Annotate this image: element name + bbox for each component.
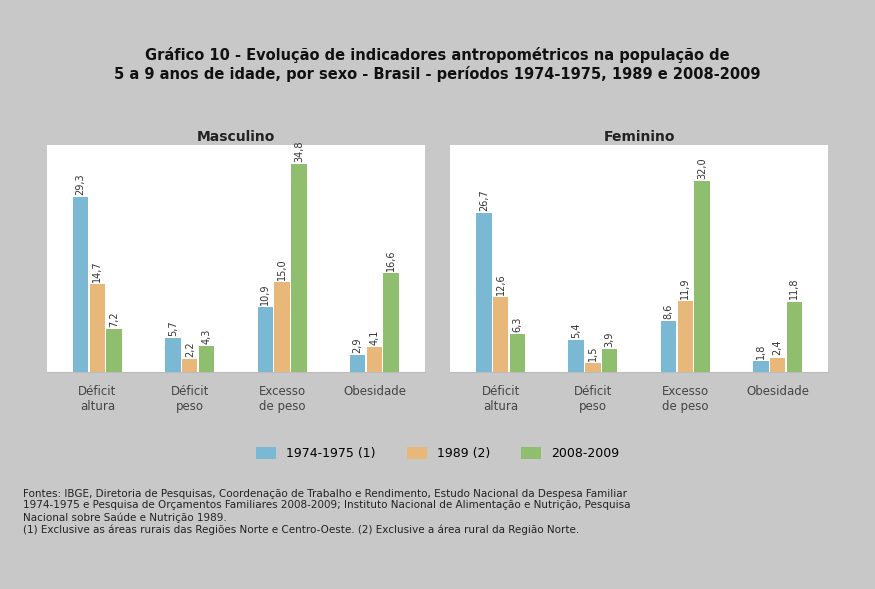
Text: 2,2: 2,2 bbox=[185, 341, 195, 357]
Text: 26,7: 26,7 bbox=[479, 189, 489, 210]
Bar bbox=[770, 358, 785, 372]
Text: 34,8: 34,8 bbox=[294, 141, 304, 162]
Text: Gráfico 10 - Evolução de indicadores antropométricos na população de
5 a 9 anos : Gráfico 10 - Evolução de indicadores ant… bbox=[115, 48, 760, 82]
Text: 6,3: 6,3 bbox=[513, 317, 522, 332]
Bar bbox=[367, 348, 382, 372]
Bar bbox=[509, 335, 525, 372]
Text: 1,5: 1,5 bbox=[588, 345, 598, 361]
Bar bbox=[787, 302, 802, 372]
Text: 7,2: 7,2 bbox=[109, 311, 119, 327]
Text: 3,9: 3,9 bbox=[605, 331, 615, 346]
Bar bbox=[677, 301, 693, 372]
Text: 5,7: 5,7 bbox=[168, 320, 178, 336]
Text: 14,7: 14,7 bbox=[93, 260, 102, 282]
Text: 2,4: 2,4 bbox=[773, 340, 782, 356]
Bar bbox=[275, 283, 290, 372]
Text: 11,8: 11,8 bbox=[789, 278, 800, 299]
Text: 16,6: 16,6 bbox=[386, 249, 396, 271]
Text: 2,9: 2,9 bbox=[353, 337, 362, 352]
Text: 10,9: 10,9 bbox=[260, 283, 270, 305]
Text: 1,8: 1,8 bbox=[756, 344, 766, 359]
Bar bbox=[291, 164, 306, 372]
Bar bbox=[493, 297, 508, 372]
Bar bbox=[257, 307, 273, 372]
Text: Fontes: IBGE, Diretoria de Pesquisas, Coordenação de Trabalho e Rendimento, Estu: Fontes: IBGE, Diretoria de Pesquisas, Co… bbox=[24, 489, 631, 535]
Bar bbox=[165, 338, 181, 372]
Bar bbox=[350, 355, 366, 372]
Text: Masculino: Masculino bbox=[197, 130, 275, 144]
Bar bbox=[199, 346, 214, 372]
Bar bbox=[73, 197, 88, 372]
Text: 11,9: 11,9 bbox=[680, 277, 690, 299]
Text: 12,6: 12,6 bbox=[495, 273, 506, 294]
Bar bbox=[569, 340, 584, 372]
Bar bbox=[602, 349, 618, 372]
Text: 4,3: 4,3 bbox=[201, 329, 212, 344]
Bar bbox=[383, 273, 399, 372]
Bar bbox=[182, 359, 198, 372]
Text: 29,3: 29,3 bbox=[75, 173, 86, 195]
Text: 32,0: 32,0 bbox=[697, 157, 707, 179]
Text: 15,0: 15,0 bbox=[277, 259, 287, 280]
Bar bbox=[694, 181, 710, 372]
Legend: 1974-1975 (1), 1989 (2), 2008-2009: 1974-1975 (1), 1989 (2), 2008-2009 bbox=[255, 447, 620, 460]
Bar bbox=[107, 329, 122, 372]
Text: 5,4: 5,4 bbox=[571, 322, 581, 337]
Bar bbox=[661, 320, 676, 372]
Bar bbox=[585, 363, 600, 372]
Text: 8,6: 8,6 bbox=[663, 303, 674, 319]
Text: Feminino: Feminino bbox=[604, 130, 675, 144]
Bar bbox=[476, 213, 492, 372]
Bar bbox=[90, 284, 105, 372]
Text: 4,1: 4,1 bbox=[369, 330, 380, 345]
Bar bbox=[753, 361, 768, 372]
